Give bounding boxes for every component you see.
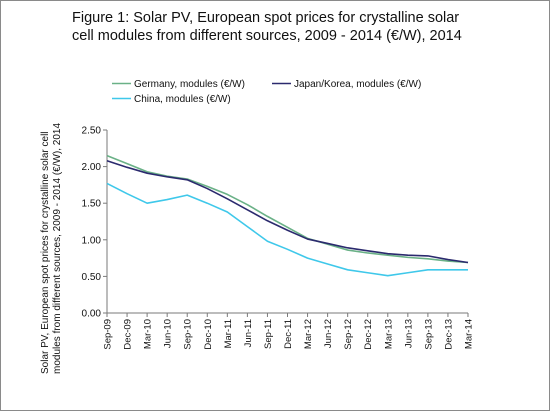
x-tick-label: Dec-12 — [363, 319, 374, 350]
y-tick-label: 2.50 — [82, 126, 102, 137]
x-tick-label: Mar-14 — [464, 319, 475, 349]
series-lines — [106, 154, 469, 277]
y-tick-label: 0.00 — [82, 309, 102, 320]
y-tick-labels: 0.00 0.50 1.00 1.50 2.00 2.50 — [82, 126, 102, 320]
axes — [103, 129, 469, 317]
legend: Germany, modules (€/W) Japan/Korea, modul… — [112, 79, 421, 105]
series-line-1 — [106, 159, 469, 264]
x-tick-label: Sep-13 — [423, 319, 434, 350]
x-tick-label: Dec-13 — [443, 319, 454, 350]
legend-label-2: China, modules (€/W) — [134, 94, 231, 105]
chart-title-line-2: cell modules from different sources, 200… — [72, 28, 462, 44]
y-axis-label-line-1: Solar PV, European spot prices for cryst… — [40, 131, 51, 374]
x-tick-label: Jun-10 — [163, 319, 174, 348]
x-tick-label: Mar-12 — [303, 319, 314, 349]
chart-title-line-1: Figure 1: Solar PV, European spot prices… — [72, 10, 460, 26]
x-tick-label: Jun-13 — [403, 319, 414, 348]
legend-label-1: Japan/Korea, modules (€/W) — [294, 79, 421, 90]
x-tick-label: Sep-09 — [103, 319, 114, 350]
series-line-0 — [106, 154, 469, 264]
x-tick-label: Dec-10 — [203, 319, 214, 350]
x-tick-label: Dec-11 — [283, 319, 294, 349]
y-tick-label: 1.50 — [82, 199, 102, 210]
x-tick-labels: Sep-09 Dec-09 Mar-10 Jun-10 Sep-10 Dec-10 Mar-… — [103, 319, 475, 350]
x-tick-label: Dec-09 — [123, 319, 134, 350]
chart-title: Figure 1: Solar PV, European spot prices… — [72, 9, 542, 45]
y-axis-label-line-2: modules from different sources, 2009 - 2… — [52, 123, 63, 374]
y-tick-label: 2.00 — [82, 162, 102, 173]
x-tick-label: Mar-13 — [383, 319, 394, 349]
series-line-2 — [106, 182, 468, 277]
y-tick-label: 0.50 — [82, 272, 102, 283]
x-tick-label: Jun-12 — [323, 319, 334, 348]
x-tick-label: Sep-12 — [343, 319, 354, 350]
x-tick-label: Jun-11 — [243, 319, 254, 347]
y-tick-label: 1.00 — [82, 235, 102, 246]
y-axis-label: Solar PV, European spot prices for cryst… — [40, 123, 63, 374]
x-tick-label: Sep-10 — [183, 319, 194, 350]
x-tick-label: Sep-11 — [263, 319, 274, 349]
legend-label-0: Germany, modules (€/W) — [134, 79, 245, 90]
x-tick-label: Mar-11 — [223, 319, 234, 348]
x-tick-label: Mar-10 — [143, 319, 154, 349]
